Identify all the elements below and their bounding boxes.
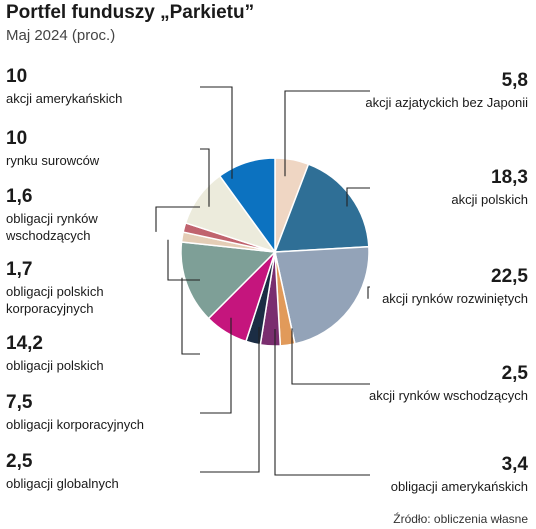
category-label: obligacji amerykańskich — [391, 479, 528, 494]
category-label: akcji rynków wschodzących — [369, 388, 528, 403]
leader-line — [200, 148, 210, 207]
category-label: akcji amerykańskich — [6, 91, 122, 106]
category-label: obligacji rynków — [6, 211, 98, 226]
leader-lines — [155, 86, 370, 476]
pie-slice — [273, 163, 370, 253]
category-label: akcji azjatyckich bez Japonii — [365, 95, 528, 110]
value-label: 18,3 — [491, 167, 528, 188]
leader-line — [200, 317, 232, 414]
leader-line — [167, 239, 200, 281]
value-label: 5,8 — [502, 70, 528, 91]
category-label: obligacji korporacyjnych — [6, 417, 144, 432]
value-label: 10 — [6, 66, 27, 87]
leader-line — [181, 277, 200, 355]
leader-line — [200, 327, 260, 473]
pie-slice — [218, 157, 276, 255]
value-label: 10 — [6, 128, 27, 149]
leader-line — [274, 329, 370, 476]
slice-labels: 5,8 akcji azjatyckich bez Japonii 18,3 akcj… — [5, 66, 528, 494]
category-label: akcji rynków rozwiniętych — [382, 291, 528, 306]
leader-line — [291, 328, 370, 385]
category-label: obligacji polskich — [6, 358, 104, 373]
pie-slice — [180, 241, 277, 320]
category-label: korporacyjnych — [6, 301, 93, 316]
value-label: 7,5 — [6, 392, 33, 413]
leader-line — [367, 286, 370, 299]
leader-line — [200, 86, 233, 179]
value-label: 22,5 — [491, 266, 528, 287]
category-label: obligacji globalnych — [6, 476, 119, 491]
category-label: akcji polskich — [451, 192, 528, 207]
source-note: Źródło: obliczenia własne — [393, 511, 528, 526]
value-label: 1,7 — [6, 259, 32, 280]
category-label: wschodzących — [5, 228, 91, 243]
value-label: 1,6 — [6, 186, 32, 207]
value-label: 2,5 — [6, 451, 33, 472]
category-label: rynku surowców — [6, 153, 100, 168]
leader-line — [346, 187, 370, 207]
chart-title: Portfel funduszy „Parkietu” — [6, 2, 254, 23]
leader-line — [155, 206, 200, 232]
chart-subtitle: Maj 2024 (proc.) — [6, 27, 115, 44]
value-label: 2,5 — [502, 363, 529, 384]
value-label: 3,4 — [502, 454, 529, 475]
value-label: 14,2 — [6, 333, 43, 354]
pie-slices — [180, 157, 370, 347]
pie-slice — [274, 245, 370, 345]
leader-line — [284, 90, 370, 177]
category-label: obligacji polskich — [6, 284, 104, 299]
